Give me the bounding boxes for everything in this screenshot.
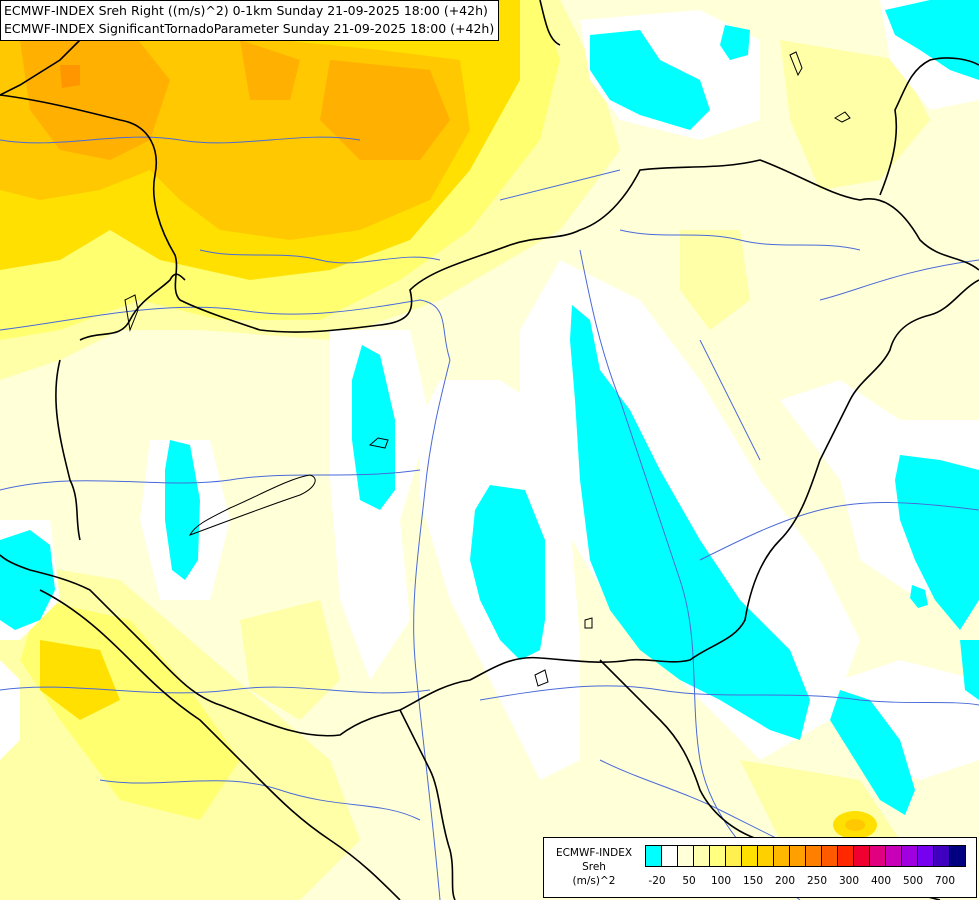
legend-swatch bbox=[886, 846, 902, 866]
legend-color-scale bbox=[645, 845, 966, 867]
legend-swatch bbox=[742, 846, 758, 866]
map-header: ECMWF-INDEX Sreh Right ((m/s)^2) 0-1km S… bbox=[0, 0, 500, 41]
legend-tick-label: -20 bbox=[648, 875, 666, 887]
legend-swatch bbox=[758, 846, 774, 866]
field-level-below-neg20 bbox=[0, 0, 979, 815]
field-level-300 bbox=[60, 65, 80, 88]
legend-title-param: Sreh bbox=[582, 861, 606, 873]
legend-title-model: ECMWF-INDEX bbox=[555, 847, 633, 859]
field-level-150-se bbox=[833, 811, 877, 839]
legend-swatch bbox=[726, 846, 742, 866]
legend-swatch bbox=[822, 846, 838, 866]
legend-title-unit: (m/s)^2 bbox=[572, 875, 616, 887]
legend-tick-label: 200 bbox=[774, 875, 796, 887]
legend-title: ECMWF-INDEX Sreh (m/s)^2 bbox=[544, 846, 644, 888]
legend-tick-label: 300 bbox=[838, 875, 860, 887]
legend-swatch bbox=[694, 846, 710, 866]
header-title-sreh: ECMWF-INDEX Sreh Right ((m/s)^2) 0-1km S… bbox=[4, 3, 488, 18]
legend-tick-label: 250 bbox=[806, 875, 828, 887]
legend-swatch bbox=[854, 846, 870, 866]
legend-tick-label: 150 bbox=[742, 875, 764, 887]
header-title-stp: ECMWF-INDEX SignificantTornadoParameter … bbox=[4, 21, 495, 36]
legend-swatch bbox=[918, 846, 934, 866]
legend-swatch bbox=[902, 846, 918, 866]
legend-swatch bbox=[950, 846, 965, 866]
legend-swatch bbox=[870, 846, 886, 866]
legend-tick-label: 50 bbox=[682, 875, 696, 887]
color-legend: ECMWF-INDEX Sreh (m/s)^2 -20 50 100 150 200 2… bbox=[543, 837, 977, 898]
legend-swatch bbox=[710, 846, 726, 866]
legend-swatch bbox=[774, 846, 790, 866]
legend-tick-label: 100 bbox=[710, 875, 732, 887]
legend-tick-labels: -20 50 100 150 200 250 300 400 500 700 bbox=[645, 875, 975, 889]
legend-tick-label: 500 bbox=[902, 875, 924, 887]
legend-swatch bbox=[662, 846, 678, 866]
legend-swatch bbox=[934, 846, 950, 866]
field-level-250 bbox=[20, 30, 450, 160]
lakes bbox=[124, 51, 851, 687]
rivers bbox=[0, 136, 979, 900]
legend-swatch bbox=[806, 846, 822, 866]
legend-swatch bbox=[790, 846, 806, 866]
legend-swatch bbox=[838, 846, 854, 866]
legend-tick-label: 400 bbox=[870, 875, 892, 887]
legend-tick-label: 700 bbox=[934, 875, 956, 887]
legend-swatch bbox=[678, 846, 694, 866]
legend-swatch bbox=[646, 846, 662, 866]
